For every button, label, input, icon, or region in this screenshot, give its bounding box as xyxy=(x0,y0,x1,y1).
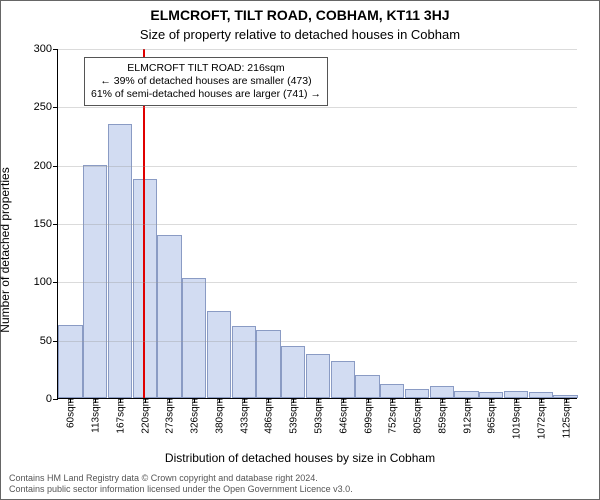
annotation-line2: ← 39% of detached houses are smaller (47… xyxy=(91,75,321,88)
gridline xyxy=(58,341,577,342)
xtick-label: 646sqm xyxy=(336,398,349,434)
gridline xyxy=(58,49,577,50)
y-axis-label: Number of detached properties xyxy=(0,85,12,250)
xtick-label: 220sqm xyxy=(138,398,151,434)
attribution-footer: Contains HM Land Registry data © Crown c… xyxy=(9,473,591,495)
annotation-box: ELMCROFT TILT ROAD: 216sqm ← 39% of deta… xyxy=(84,57,328,106)
chart-subtitle: Size of property relative to detached ho… xyxy=(1,27,599,42)
footer-line1: Contains HM Land Registry data © Crown c… xyxy=(9,473,591,484)
bar xyxy=(157,235,181,398)
xtick-label: 1072sqm xyxy=(534,398,547,439)
ytick-label: 100 xyxy=(34,276,58,288)
xtick-label: 1125sqm xyxy=(559,398,572,438)
ytick-label: 200 xyxy=(34,160,58,172)
plot-area: ELMCROFT TILT ROAD: 216sqm ← 39% of deta… xyxy=(57,49,577,399)
xtick-label: 1019sqm xyxy=(510,398,523,439)
bar xyxy=(331,361,355,398)
xtick-label: 912sqm xyxy=(460,398,473,434)
bar xyxy=(380,384,404,398)
ytick-label: 300 xyxy=(34,43,58,55)
gridline xyxy=(58,224,577,225)
ytick-label: 0 xyxy=(46,393,58,405)
bar xyxy=(454,391,478,398)
annotation-line3: 61% of semi-detached houses are larger (… xyxy=(91,88,321,101)
ytick-label: 150 xyxy=(34,218,58,230)
ytick-label: 250 xyxy=(34,101,58,113)
chart-title: ELMCROFT, TILT ROAD, COBHAM, KT11 3HJ xyxy=(1,7,599,23)
xtick-label: 486sqm xyxy=(262,398,275,434)
bar xyxy=(430,386,454,398)
gridline xyxy=(58,166,577,167)
bar xyxy=(58,325,82,399)
ytick-label: 50 xyxy=(40,335,58,347)
bar xyxy=(83,165,107,398)
xtick-label: 326sqm xyxy=(188,398,201,434)
bar xyxy=(405,389,429,398)
gridline xyxy=(58,107,577,108)
bar xyxy=(355,375,379,398)
xtick-label: 60sqm xyxy=(64,398,77,428)
xtick-label: 167sqm xyxy=(113,398,126,434)
bar xyxy=(232,326,256,398)
bar xyxy=(182,278,206,398)
xtick-label: 593sqm xyxy=(312,398,325,434)
xtick-label: 965sqm xyxy=(485,398,498,434)
annotation-line1: ELMCROFT TILT ROAD: 216sqm xyxy=(91,62,321,75)
xtick-label: 273sqm xyxy=(163,398,176,434)
bar xyxy=(207,311,231,399)
gridline xyxy=(58,282,577,283)
footer-line2: Contains public sector information licen… xyxy=(9,484,591,495)
bar xyxy=(281,346,305,399)
xtick-label: 539sqm xyxy=(287,398,300,434)
x-axis-label: Distribution of detached houses by size … xyxy=(1,451,599,465)
xtick-label: 113sqm xyxy=(89,398,102,433)
xtick-label: 433sqm xyxy=(237,398,250,434)
xtick-label: 752sqm xyxy=(386,398,399,434)
xtick-label: 859sqm xyxy=(435,398,448,434)
chart-container: { "chart": { "type": "histogram", "title… xyxy=(0,0,600,500)
bar xyxy=(306,354,330,398)
bar xyxy=(504,391,528,398)
xtick-label: 805sqm xyxy=(411,398,424,434)
xtick-label: 699sqm xyxy=(361,398,374,434)
xtick-label: 380sqm xyxy=(212,398,225,434)
